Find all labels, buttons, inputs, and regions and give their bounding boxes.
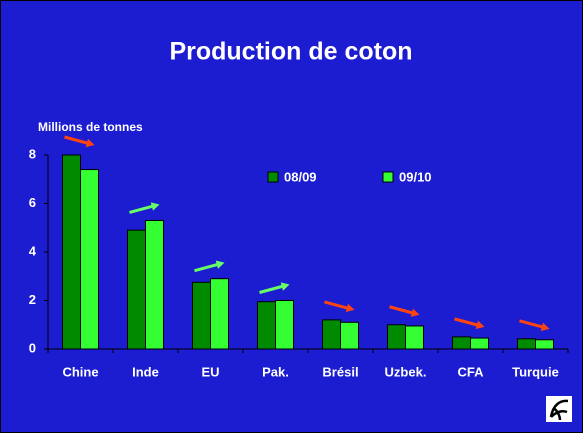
logo [546,396,572,422]
trend-arrow [324,300,351,311]
logo-mark [549,399,569,421]
x-tick-label: Chine [62,364,98,379]
bar [322,319,341,350]
bar [517,338,536,350]
trend-arrow [194,262,221,273]
y-tick-label: 4 [29,243,37,258]
bar [257,301,276,350]
bar [192,281,211,350]
chart-title: Production de coton [169,38,412,66]
bar [210,278,229,350]
trend-arrow-head [540,322,550,331]
legend-label: 09/10 [399,169,432,184]
trend-arrow [129,204,156,214]
trend-arrow [519,319,546,330]
y-tick-label: 8 [29,146,36,161]
bar [452,336,471,350]
trend-arrow-head [215,260,225,269]
legend-swatch [382,171,394,183]
trend-arrow [64,135,91,146]
trend-arrow [389,305,416,316]
bar [145,219,164,350]
x-tick-label: EU [201,364,219,379]
x-tick-label: Brésil [322,364,358,379]
bar [535,339,554,350]
x-tick-label: Turquie [512,364,559,379]
x-tick-label: CFA [458,364,485,379]
bar [470,337,489,350]
bar [340,321,359,350]
trend-arrow-head [345,303,355,313]
trend-arrow-head [150,202,160,211]
x-tick-label: Inde [132,364,159,379]
bar [80,169,99,350]
trend-arrow-head [280,282,290,291]
legend-swatch [267,171,279,183]
y-tick-label: 2 [29,292,36,307]
y-axis-label: Millions de tonnes [38,120,143,134]
trend-arrow-head [475,320,485,330]
trend-arrow-head [85,138,95,148]
y-tick-label: 0 [29,340,36,355]
trend-arrow [259,284,286,294]
trend-arrow-head [410,308,420,317]
bar [127,229,146,350]
y-tick-label: 6 [29,195,36,210]
trend-arrow [454,317,481,328]
bar [62,154,81,350]
bar [275,300,294,350]
x-tick-label: Pak. [262,364,289,379]
bar [405,325,424,350]
legend-label: 08/09 [284,169,317,184]
bar [387,324,406,350]
x-tick-label: Uzbek. [385,364,427,379]
